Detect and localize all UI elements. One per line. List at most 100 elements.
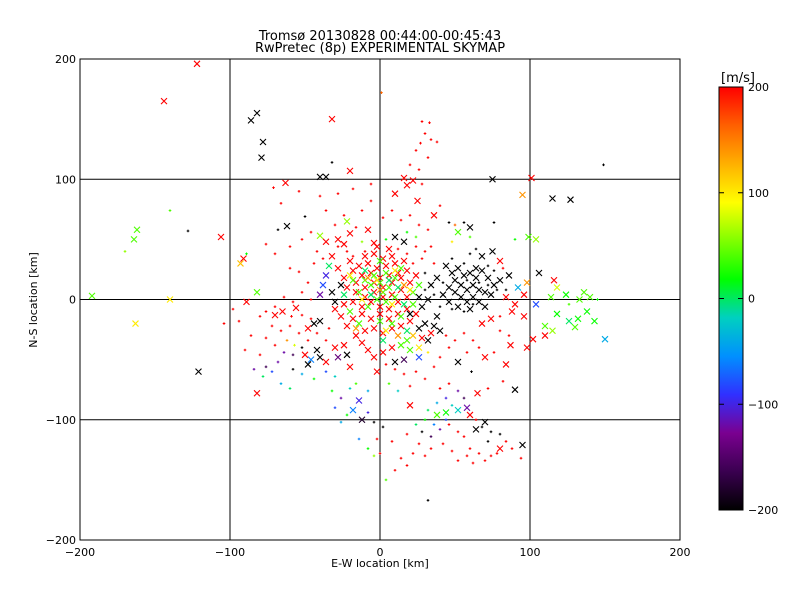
scatter-point [358, 310, 366, 318]
scatter-point [367, 281, 375, 289]
scatter-point [373, 368, 381, 376]
scatter-point [376, 286, 384, 294]
scatter-point [399, 218, 403, 222]
scatter-point [412, 272, 420, 279]
scatter-point [415, 324, 423, 332]
scatter-point [528, 174, 535, 182]
scatter-point [291, 367, 295, 371]
scatter-point [243, 298, 250, 306]
scatter-point [547, 293, 555, 301]
scatter-point [447, 423, 451, 426]
scatter-point [352, 288, 360, 296]
axis-ticks: −200 −100 0 100 200 −200 −100 0 100 200 [46, 53, 691, 559]
scatter-point [403, 336, 411, 344]
scatter-point [312, 377, 316, 381]
scatter-point [363, 250, 367, 253]
scatter-point [445, 284, 453, 291]
y-tick-label: 200 [55, 53, 76, 66]
scatter-point [432, 423, 436, 426]
y-tick-label: 0 [69, 294, 76, 307]
scatter-point [264, 242, 268, 246]
scatter-point [297, 270, 301, 274]
scatter-point [290, 315, 293, 318]
scatter-point [436, 327, 444, 335]
scatter-point [519, 456, 523, 460]
scatter-point [379, 336, 387, 344]
scatter-point [478, 252, 486, 260]
scatter-point [330, 389, 334, 393]
scatter-point [414, 149, 418, 152]
scatter-point [358, 339, 366, 347]
scatter-point [408, 214, 412, 217]
scatter-point [306, 281, 310, 284]
scatter-point [247, 116, 255, 124]
scatter-point [475, 298, 483, 306]
scatter-point [409, 177, 417, 184]
scatter-point [318, 194, 322, 198]
scatter-point [264, 365, 268, 369]
scatter-point [310, 320, 318, 327]
scatter-point [372, 454, 376, 458]
scatter-point [412, 310, 420, 318]
scatter-point [381, 216, 385, 220]
scatter-point [420, 430, 424, 434]
y-tick-label: −200 [46, 534, 76, 547]
scatter-point [553, 284, 561, 291]
scatter-point [324, 370, 328, 373]
scatter-point [474, 247, 478, 251]
scatter-point [343, 351, 351, 359]
scatter-point [391, 190, 399, 198]
scatter-point [427, 281, 435, 289]
scatter-point [195, 368, 202, 376]
scatter-point [316, 173, 324, 181]
scatter-point [415, 281, 423, 289]
scatter-point [385, 245, 393, 253]
scatter-point [523, 279, 531, 287]
scatter-point [426, 228, 430, 232]
scatter-point [276, 228, 280, 232]
scatter-point [160, 97, 168, 105]
scatter-point [261, 375, 265, 378]
scatter-point [252, 367, 256, 371]
scatter-point [405, 432, 409, 436]
scatter-point [282, 351, 286, 354]
scatter-point [382, 327, 390, 335]
scatter-point [496, 276, 504, 284]
scatter-point [345, 413, 349, 417]
scatter-point [336, 245, 340, 248]
scatter-point [438, 387, 442, 390]
scatter-point [453, 339, 457, 342]
scatter-point [414, 197, 421, 205]
scatter-point [511, 300, 519, 308]
scatter-point [258, 315, 262, 318]
scatter-point [273, 305, 277, 309]
scatter-point [432, 262, 436, 265]
scatter-point [279, 329, 283, 333]
scatter-point [462, 396, 466, 400]
scatter-point [498, 329, 502, 333]
scatter-point [489, 248, 496, 255]
scatter-point [301, 351, 309, 359]
scatter-point [364, 303, 372, 311]
scatter-point [279, 382, 283, 385]
scatter-point [420, 182, 424, 186]
scatter-point [253, 109, 261, 117]
scatter-point [586, 293, 594, 301]
scatter-point [243, 348, 247, 352]
scatter-point [322, 173, 330, 181]
scatter-point [322, 238, 330, 246]
scatter-point [397, 341, 405, 349]
scatter-point [402, 372, 406, 376]
scatter-point [375, 437, 379, 441]
scatter-point [394, 332, 402, 339]
scatter-point [477, 452, 481, 455]
scatter-point [490, 281, 498, 289]
scatter-point [498, 432, 502, 436]
scatter-point [415, 344, 423, 351]
scatter-point [441, 442, 445, 446]
scatter-point [387, 382, 391, 385]
scatter-point [249, 334, 253, 337]
scatter-point [567, 303, 571, 306]
scatter-point [429, 245, 433, 248]
